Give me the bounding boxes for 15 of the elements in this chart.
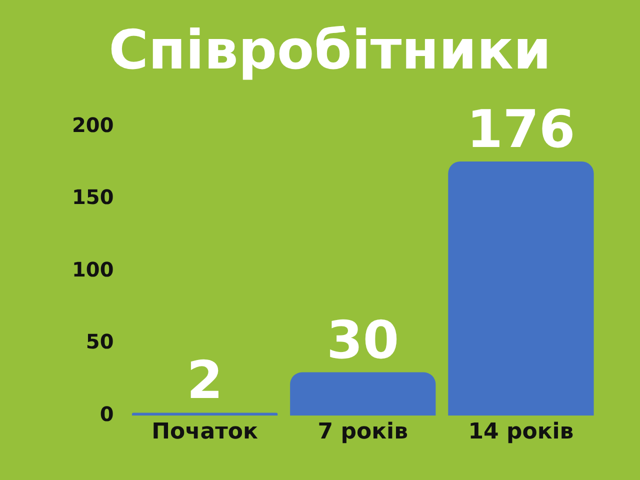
x-tick-label: 7 років: [318, 420, 408, 445]
y-tick-label: 50: [86, 330, 114, 354]
y-tick-label: 150: [72, 185, 114, 210]
data-label: 176: [466, 100, 576, 160]
chart-title: Співробітники: [108, 18, 552, 82]
bar: [132, 412, 278, 416]
x-tick-label: 14 років: [468, 420, 574, 445]
x-tick-label: Початок: [152, 420, 258, 445]
data-label: 30: [326, 310, 400, 371]
bar: [290, 372, 436, 416]
bar: [448, 161, 594, 416]
data-label: 2: [186, 351, 223, 412]
y-tick-label: 0: [100, 402, 114, 426]
y-tick-label: 200: [72, 113, 114, 138]
y-tick-label: 100: [72, 257, 114, 282]
